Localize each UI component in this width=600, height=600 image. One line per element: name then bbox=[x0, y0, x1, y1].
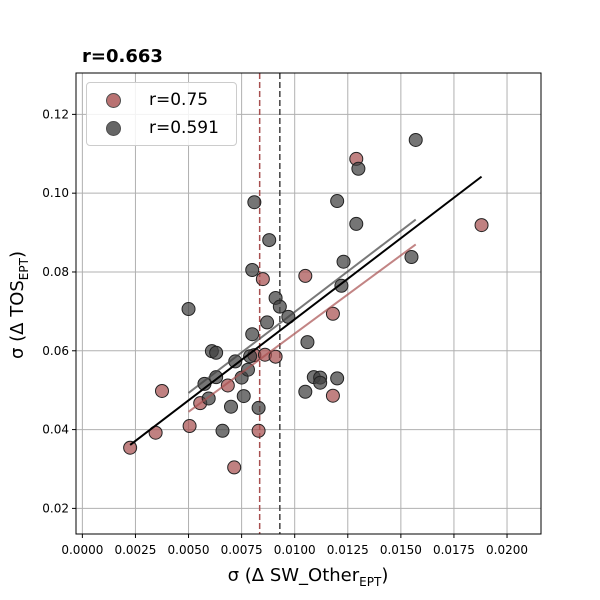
legend-label-series-2: r=0.591 bbox=[149, 118, 219, 138]
data-point-series-1 bbox=[325, 306, 340, 321]
data-point-series-2 bbox=[351, 161, 366, 176]
legend-item-series-1: r=0.75 bbox=[87, 86, 208, 114]
data-point-series-2 bbox=[215, 423, 230, 438]
data-points bbox=[123, 132, 489, 475]
data-point-series-2 bbox=[247, 195, 262, 210]
legend-item-series-2: r=0.591 bbox=[87, 114, 219, 142]
y-tick-label: 0.06 bbox=[42, 344, 69, 358]
data-point-series-2 bbox=[336, 254, 351, 269]
x-axis-label-main: σ (Δ SW_Other bbox=[228, 565, 360, 586]
data-point-series-2 bbox=[298, 384, 313, 399]
data-point-series-1 bbox=[325, 388, 340, 403]
data-point-series-2 bbox=[349, 216, 364, 231]
data-point-series-1 bbox=[298, 268, 313, 283]
x-axis-label: σ (Δ SW_OtherEPT) bbox=[228, 565, 389, 589]
data-point-series-2 bbox=[408, 132, 423, 147]
data-point-series-2 bbox=[224, 399, 238, 414]
data-point-series-2 bbox=[300, 335, 315, 350]
x-tick-label: 0.0175 bbox=[433, 543, 475, 557]
data-point-series-2 bbox=[334, 278, 349, 293]
data-point-series-2 bbox=[245, 327, 260, 342]
axis-ticks: 0.0000 0.0025 0.0050 0.0075 0.0100 0.0125 0.01… bbox=[42, 107, 528, 557]
x-tick-label: 0.0150 bbox=[380, 543, 422, 557]
fit-lines bbox=[129, 175, 483, 446]
data-point-series-2 bbox=[262, 233, 277, 248]
data-point-series-2 bbox=[404, 250, 419, 265]
y-axis-label-end: ) bbox=[7, 251, 28, 258]
y-axis-label-sub: EPT bbox=[17, 257, 31, 280]
data-point-series-2 bbox=[245, 263, 260, 278]
legend-marker-series-1 bbox=[106, 92, 121, 108]
data-point-series-2 bbox=[272, 299, 287, 314]
x-tick-label: 0.0075 bbox=[221, 543, 263, 557]
x-tick-label: 0.0050 bbox=[168, 543, 210, 557]
legend-marker-series-2 bbox=[106, 120, 121, 136]
data-point-series-2 bbox=[251, 400, 266, 415]
fit-line-series-2 bbox=[187, 218, 417, 394]
y-axis-label: σ (Δ TOSEPT) bbox=[7, 251, 31, 359]
data-point-series-2 bbox=[243, 349, 258, 364]
data-point-series-2 bbox=[181, 302, 196, 317]
x-tick-label: 0.0125 bbox=[327, 543, 369, 557]
data-point-series-1 bbox=[182, 419, 197, 434]
data-point-series-2 bbox=[330, 371, 345, 386]
data-point-series-2 bbox=[236, 389, 251, 404]
legend-label-series-1: r=0.75 bbox=[149, 90, 209, 110]
chart-title: r=0.663 bbox=[82, 46, 163, 67]
data-point-series-1 bbox=[227, 460, 242, 475]
data-point-series-1 bbox=[154, 383, 169, 398]
y-tick-label: 0.04 bbox=[42, 423, 69, 437]
data-point-series-1 bbox=[268, 349, 283, 364]
y-axis-label-main: σ (Δ TOS bbox=[7, 280, 28, 359]
y-tick-label: 0.02 bbox=[42, 501, 69, 515]
x-tick-label: 0.0200 bbox=[486, 543, 528, 557]
data-point-series-2 bbox=[260, 315, 275, 330]
y-tick-label: 0.08 bbox=[42, 265, 69, 279]
plot-frame bbox=[75, 72, 542, 535]
x-tick-label: 0.0100 bbox=[274, 543, 316, 557]
y-tick-label: 0.12 bbox=[42, 107, 69, 121]
data-point-series-2 bbox=[330, 194, 345, 209]
data-point-series-2 bbox=[209, 345, 224, 360]
y-tick-label: 0.10 bbox=[42, 186, 69, 200]
legend: r=0.75 r=0.591 bbox=[86, 82, 237, 146]
x-axis-label-end: ) bbox=[381, 565, 388, 586]
x-tick-label: 0.0000 bbox=[61, 543, 103, 557]
data-point-series-1 bbox=[220, 378, 235, 393]
fit-line-overall bbox=[129, 175, 483, 446]
data-point-series-1 bbox=[251, 423, 266, 438]
data-point-series-1 bbox=[255, 272, 270, 287]
data-point-series-1 bbox=[474, 218, 489, 233]
x-axis-label-sub: EPT bbox=[359, 575, 382, 589]
data-point-series-1 bbox=[123, 440, 138, 455]
fit-line-series-1 bbox=[187, 243, 417, 413]
data-point-series-2 bbox=[313, 375, 328, 390]
x-tick-label: 0.0025 bbox=[114, 543, 156, 557]
